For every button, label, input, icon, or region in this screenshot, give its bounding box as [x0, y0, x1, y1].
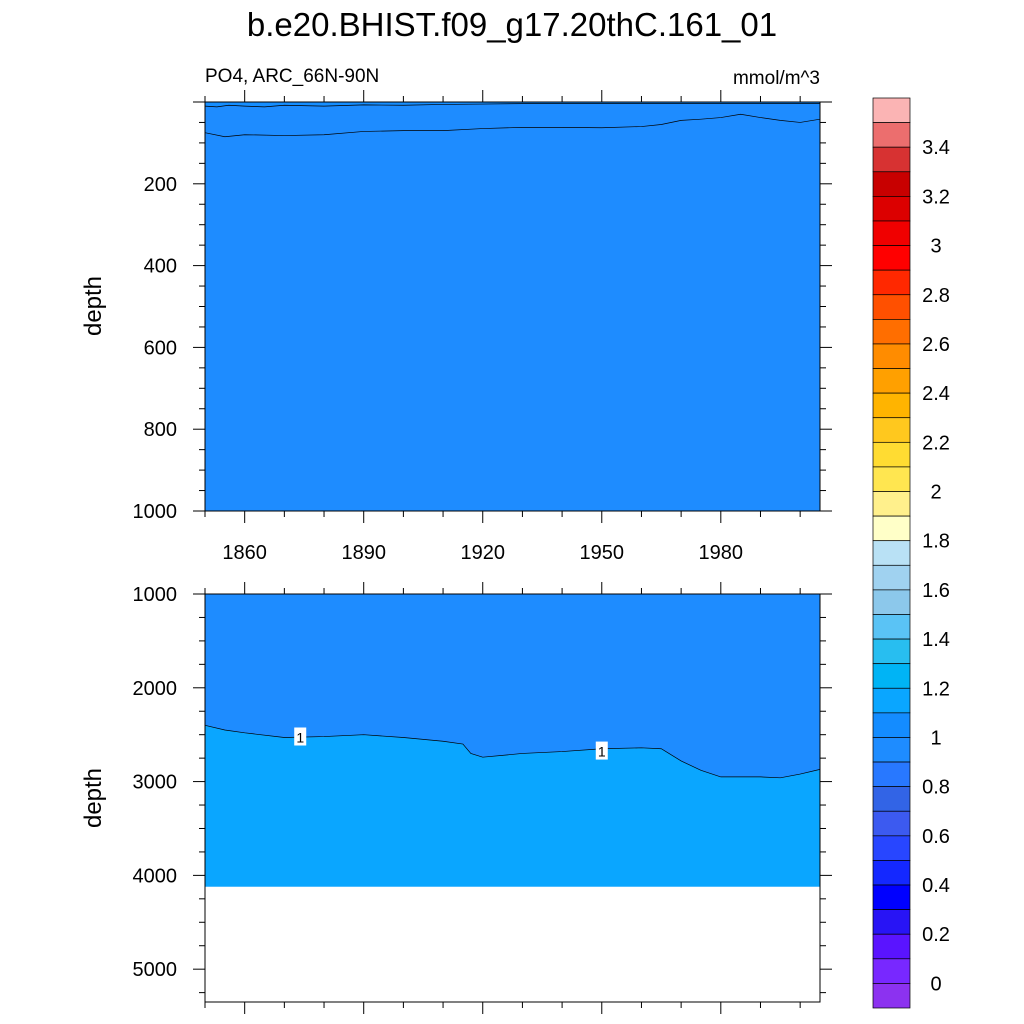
colorbar-label: 0.2: [922, 924, 950, 946]
colorbar-swatch: [872, 146, 911, 173]
contour-line: [204, 724, 821, 779]
colorbar-swatch: [872, 761, 911, 787]
colorbar-swatch: [872, 687, 911, 714]
surface-band: [205, 102, 820, 107]
colorbar-swatch: [872, 835, 911, 861]
y-tick-label: 200: [144, 174, 177, 196]
colorbar-swatch: [872, 343, 911, 369]
x-tick-label: 1950: [580, 542, 625, 564]
y-tick-label: 1000: [133, 501, 178, 523]
chart-subtitle-units: mmol/m^3: [733, 68, 820, 89]
colorbar-swatch: [872, 638, 911, 665]
contour-label: 1: [296, 730, 304, 746]
colorbar-swatch: [872, 294, 911, 320]
y-tick-label: 5000: [133, 959, 178, 981]
x-tick-label: 1980: [699, 542, 744, 564]
contour-label-bg: [294, 727, 307, 746]
colorbar-swatch: [872, 933, 911, 960]
colorbar-swatch: [872, 515, 911, 542]
colorbar-swatch: [872, 245, 911, 271]
colorbar-swatch: [872, 319, 911, 345]
colorbar-swatch: [872, 786, 911, 812]
y-tick-label: 800: [144, 419, 177, 441]
colorbar-swatch: [872, 122, 911, 148]
plot-frame: [204, 593, 821, 1003]
colorbar-label: 2.2: [922, 432, 950, 454]
colorbar-label: 2.8: [922, 285, 950, 307]
colorbar-label: 3: [930, 236, 941, 258]
colorbar-swatch: [872, 712, 911, 738]
colorbar-label: 1.6: [922, 580, 950, 602]
colorbar-label: 0: [930, 973, 941, 995]
y-axis-label: depth: [80, 276, 107, 336]
y-tick-label: 4000: [133, 865, 178, 887]
contour-line: [204, 103, 820, 108]
colorbar-label: 3.2: [922, 186, 950, 208]
y-axis-label: depth: [80, 768, 107, 828]
colorbar-label: 2.6: [922, 334, 950, 356]
colorbar-swatch: [872, 564, 911, 591]
colorbar-label: 3.4: [922, 137, 950, 159]
colorbar-label: 2: [930, 482, 941, 504]
colorbar-swatch: [872, 97, 911, 123]
colorbar-swatch: [872, 171, 911, 197]
colorbar-swatch: [872, 884, 911, 910]
colorbar-swatch: [872, 614, 911, 640]
field-fill-lower: [205, 725, 820, 887]
colorbar-swatch: [872, 466, 911, 492]
colorbar-swatch: [872, 441, 911, 468]
colorbar-swatch: [872, 737, 911, 763]
y-tick-label: 600: [144, 337, 177, 359]
colorbar-swatch: [872, 417, 911, 443]
field-fill: [205, 102, 820, 511]
contour-label: 1: [598, 744, 606, 760]
colorbar-label: 1.4: [922, 629, 950, 651]
colorbar-swatch: [872, 196, 911, 222]
colorbar-swatch: [872, 810, 911, 837]
colorbar-swatch: [872, 983, 911, 1009]
colorbar-swatch: [872, 663, 911, 689]
y-tick-label: 3000: [133, 772, 178, 794]
colorbar-label: 0.4: [922, 875, 950, 897]
colorbar-label: 1: [930, 727, 941, 749]
colorbar-swatch: [872, 909, 911, 935]
x-tick-label: 1890: [341, 542, 386, 564]
x-tick-label: 1860: [222, 542, 267, 564]
colorbar-swatch: [872, 958, 911, 984]
x-tick-label: 1920: [460, 542, 505, 564]
contour-line: [204, 113, 821, 138]
colorbar-label: 2.4: [922, 383, 950, 405]
colorbar-swatch: [872, 220, 911, 246]
colorbar-swatch: [872, 368, 911, 394]
colorbar-label: 0.6: [922, 826, 950, 848]
colorbar-label: 1.2: [922, 678, 950, 700]
colorbar-label: 1.8: [922, 531, 950, 553]
colorbar-label: 0.8: [922, 777, 950, 799]
upper-panel: 200 400 600 800 1000 1860 1890 1920 1950 1980 dept…: [80, 90, 832, 564]
lower-panel: 1 1 1000 2000 3000 4000 5000 depth: [80, 582, 832, 1014]
colorbar-swatch: [872, 269, 911, 296]
colorbar-swatch: [872, 392, 911, 419]
chart-subtitle-variable-region: PO4, ARC_66N-90N: [205, 66, 379, 87]
chart-title: b.e20.BHIST.f09_g17.20thC.161_01: [247, 6, 777, 43]
y-tick-label: 2000: [133, 678, 178, 700]
colorbar-swatch: [872, 540, 911, 566]
y-tick-label: 400: [144, 256, 177, 278]
colorbar-swatch: [872, 589, 911, 615]
contour-label-bg: [595, 741, 608, 760]
colorbar-swatch: [872, 860, 911, 886]
colorbar: 3.4 3.2 3 2.8 2.6 2.4 2.2 2 1.8 1.6 1.4 1.2 1 0.8 0.6 0…: [872, 97, 950, 1009]
colorbar-swatch: [872, 491, 911, 517]
y-tick-label: 1000: [133, 584, 178, 606]
